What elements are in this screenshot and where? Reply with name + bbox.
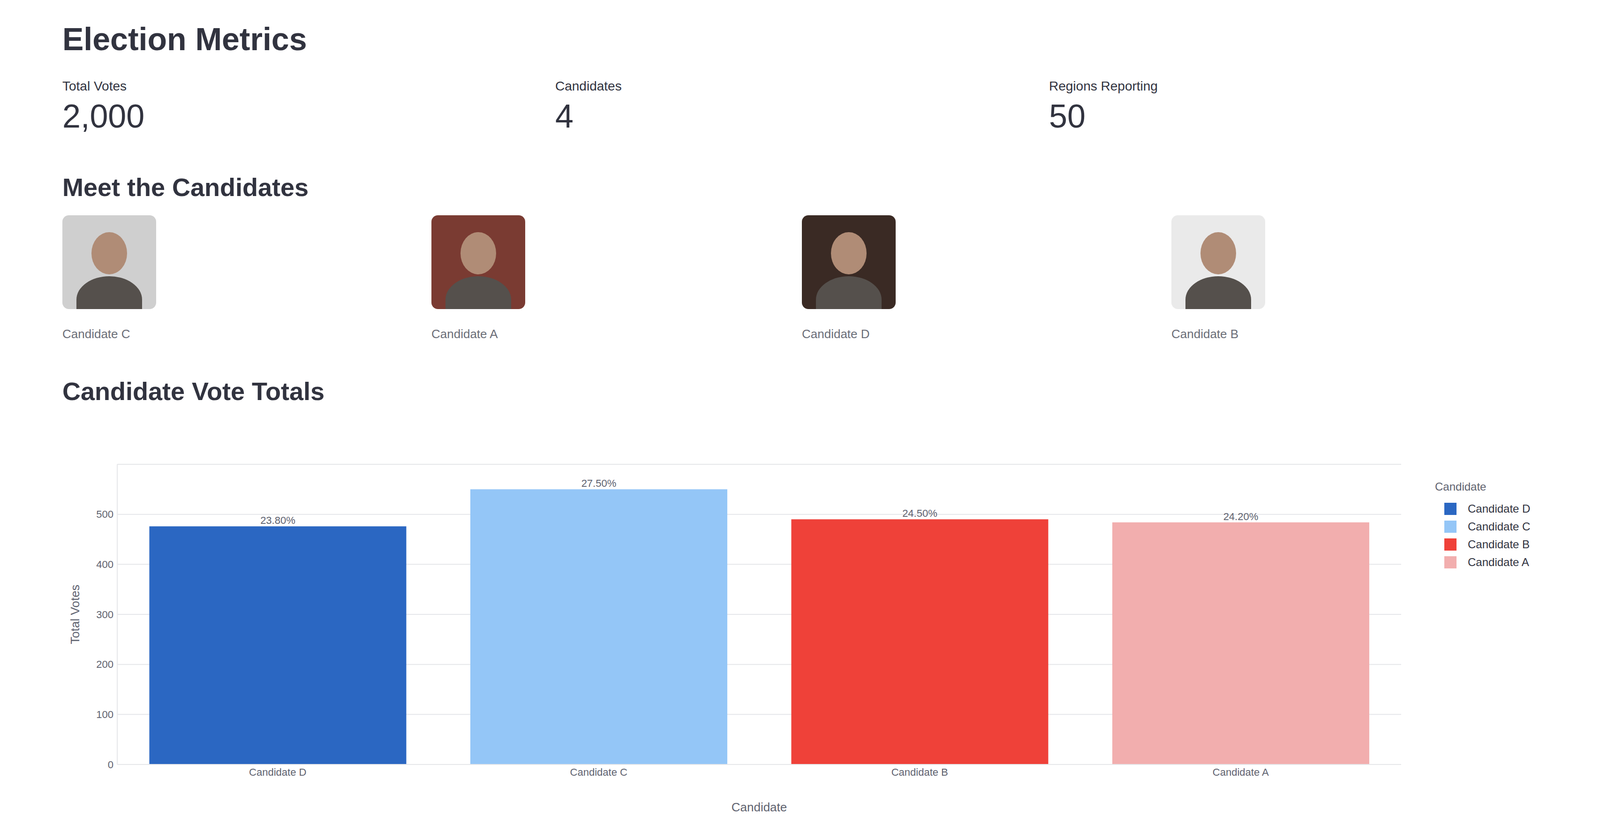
html-text:Candidate A: Candidate A xyxy=(431,326,498,341)
svg-text:300: 300 xyxy=(96,608,114,621)
html-text:Candidate: Candidate xyxy=(1434,480,1487,493)
svg-text:Candidate A: Candidate A xyxy=(1212,766,1269,778)
html-text:Candidate A: Candidate A xyxy=(1467,555,1530,569)
html-text:Candidates: Candidates xyxy=(555,78,622,94)
svg-text:100: 100 xyxy=(96,708,114,721)
html-text:Election Metrics: Election Metrics xyxy=(62,21,307,57)
svg-text:23.80%: 23.80% xyxy=(260,514,296,527)
svg-text:Candidate B: Candidate B xyxy=(891,766,949,778)
svg-text:Total Votes: Total Votes xyxy=(67,584,83,644)
html-text:4: 4 xyxy=(555,98,574,135)
svg-text:Candidate C: Candidate C xyxy=(570,766,628,778)
svg-text:200: 200 xyxy=(96,658,114,671)
svg-text:Candidate: Candidate xyxy=(731,800,788,815)
html-text:50: 50 xyxy=(1049,98,1086,135)
html-text:Meet the Candidates: Meet the Candidates xyxy=(62,173,309,202)
html-text:2,000: 2,000 xyxy=(62,98,145,135)
svg-text:27.50%: 27.50% xyxy=(581,477,617,490)
svg-text:0: 0 xyxy=(107,758,114,771)
html-text:Candidate B: Candidate B xyxy=(1467,537,1530,551)
html-text:Candidate D: Candidate D xyxy=(1467,502,1531,515)
html-text:Total Votes: Total Votes xyxy=(62,78,127,94)
html-text:Candidate C: Candidate C xyxy=(1467,520,1531,533)
html-text:Candidate C: Candidate C xyxy=(62,326,131,341)
svg-text:400: 400 xyxy=(96,558,114,571)
html-text:Candidate B: Candidate B xyxy=(1171,326,1239,341)
svg-text:24.20%: 24.20% xyxy=(1223,510,1259,523)
svg-text:500: 500 xyxy=(96,508,114,521)
html-text:Candidate D: Candidate D xyxy=(801,326,870,341)
svg-text:24.50%: 24.50% xyxy=(902,507,938,520)
html-text:Candidate Vote Totals: Candidate Vote Totals xyxy=(62,377,325,406)
svg-text:Candidate D: Candidate D xyxy=(249,766,307,778)
html-text:Regions Reporting: Regions Reporting xyxy=(1049,78,1158,94)
